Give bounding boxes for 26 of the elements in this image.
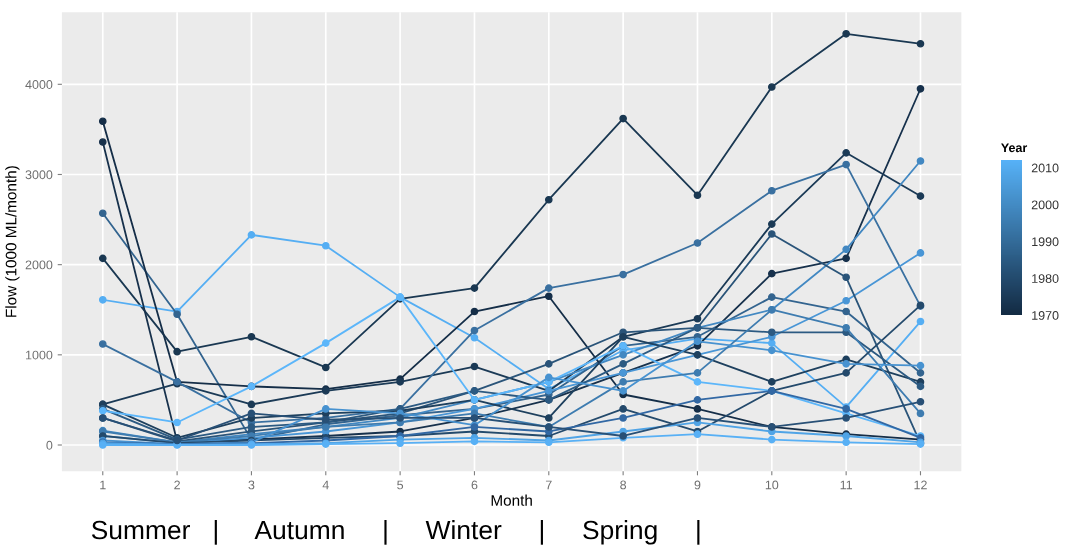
x-tick-label: 5 — [397, 480, 404, 490]
color-bar-label: 1990 — [1032, 237, 1059, 247]
y-tick-label: 4000 — [25, 80, 53, 89]
x-tick-label: 10 — [765, 480, 779, 490]
x-tick-label: 6 — [471, 480, 478, 490]
x-tick-label: 3 — [248, 480, 255, 490]
y-tick-label: 0 — [46, 440, 53, 450]
y-axis-title: Flow (1000 ML/month) — [5, 166, 20, 317]
x-tick-label: 1 — [100, 480, 106, 490]
y-tick-label: 2000 — [25, 260, 53, 270]
color-bar-label: 1970 — [1032, 311, 1059, 320]
color-bar-title: Year — [1001, 143, 1028, 153]
x-tick-label: 12 — [914, 480, 927, 490]
color-bar-label: 1980 — [1032, 274, 1059, 283]
x-tick-label: 8 — [620, 480, 627, 490]
x-axis-title: Month — [491, 494, 532, 506]
y-tick-label: 3000 — [25, 170, 53, 180]
x-tick-label: 2 — [174, 480, 180, 490]
x-tick-label: 11 — [840, 480, 853, 490]
x-tick-label: 9 — [694, 480, 701, 490]
x-tick-label: 4 — [322, 480, 329, 490]
color-bar-label: 2000 — [1031, 200, 1059, 210]
color-bar-label: 2010 — [1031, 163, 1059, 173]
y-tick-label: 1000 — [26, 350, 53, 360]
text: Summer | Autumn | Winter | Spring | — [91, 519, 700, 545]
x-tick-label: 7 — [545, 480, 552, 490]
